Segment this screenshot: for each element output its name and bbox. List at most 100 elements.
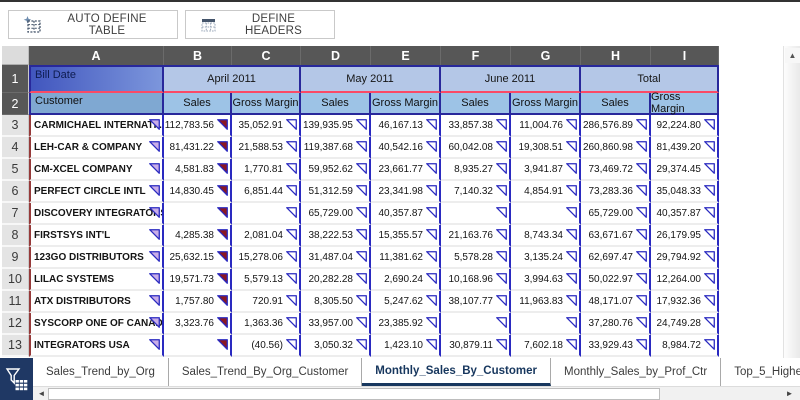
customer-cell[interactable]: FIRSTSYS INT'L: [29, 225, 164, 247]
tab-Monthly_Sales_By_Customer[interactable]: Monthly_Sales_By_Customer: [362, 358, 551, 386]
value-cell[interactable]: 3,941.87: [511, 159, 581, 181]
value-cell[interactable]: 23,661.77: [371, 159, 441, 181]
row-header-13[interactable]: 13: [2, 335, 29, 357]
value-cell[interactable]: 19,308.51: [511, 137, 581, 159]
row-header-4[interactable]: 4: [2, 137, 29, 159]
customer-cell[interactable]: LILAC SYSTEMS: [29, 269, 164, 291]
row-header-10[interactable]: 10: [2, 269, 29, 291]
scroll-left-icon[interactable]: ◄: [37, 389, 46, 398]
customer-cell[interactable]: LEH-CAR & COMPANY: [29, 137, 164, 159]
column-header-G[interactable]: G: [511, 46, 581, 65]
value-cell[interactable]: 29,374.45: [651, 159, 719, 181]
measure-header-cell[interactable]: Gross Margin: [511, 93, 581, 115]
value-cell[interactable]: 3,994.63: [511, 269, 581, 291]
value-cell[interactable]: 286,576.89: [581, 115, 651, 137]
scroll-right-icon[interactable]: ►: [785, 389, 794, 398]
month-group-cell[interactable]: April 2011: [164, 65, 301, 93]
value-cell[interactable]: 1,363.36: [232, 313, 301, 335]
value-cell[interactable]: 1,770.81: [232, 159, 301, 181]
row-header-2[interactable]: 2: [2, 93, 29, 115]
value-cell[interactable]: 21,163.76: [441, 225, 511, 247]
value-cell[interactable]: 65,729.00: [301, 203, 371, 225]
value-cell[interactable]: 24,749.28: [651, 313, 719, 335]
value-cell[interactable]: 8,743.34: [511, 225, 581, 247]
value-cell[interactable]: 62,697.47: [581, 247, 651, 269]
customer-cell[interactable]: CARMICHAEL INTERNATI...: [29, 115, 164, 137]
value-cell[interactable]: 31,487.04: [301, 247, 371, 269]
value-cell[interactable]: 12,264.00: [651, 269, 719, 291]
value-cell[interactable]: [511, 203, 581, 225]
column-header-E[interactable]: E: [371, 46, 441, 65]
value-cell[interactable]: 10,168.96: [441, 269, 511, 291]
column-header-I[interactable]: I: [651, 46, 719, 65]
value-cell[interactable]: 4,581.83: [164, 159, 232, 181]
value-cell[interactable]: 139,935.95: [301, 115, 371, 137]
month-group-cell[interactable]: May 2011: [301, 65, 441, 93]
value-cell[interactable]: (40.56): [232, 335, 301, 357]
value-cell[interactable]: [164, 203, 232, 225]
value-cell[interactable]: 37,280.76: [581, 313, 651, 335]
customer-cell[interactable]: ATX DISTRIBUTORS: [29, 291, 164, 313]
value-cell[interactable]: 23,341.98: [371, 181, 441, 203]
tab-Monthly_Sales_by_Prof_Ctr[interactable]: Monthly_Sales_by_Prof_Ctr: [551, 358, 722, 386]
value-cell[interactable]: 720.91: [232, 291, 301, 313]
customer-header-cell[interactable]: Customer: [29, 93, 164, 115]
value-cell[interactable]: 1,423.10: [371, 335, 441, 357]
value-cell[interactable]: 11,004.76: [511, 115, 581, 137]
value-cell[interactable]: [232, 203, 301, 225]
value-cell[interactable]: 40,542.16: [371, 137, 441, 159]
value-cell[interactable]: 1,757.80: [164, 291, 232, 313]
customer-cell[interactable]: SYSCORP ONE OF CANADA: [29, 313, 164, 335]
value-cell[interactable]: 7,602.18: [511, 335, 581, 357]
value-cell[interactable]: 119,387.68: [301, 137, 371, 159]
horizontal-scrollbar[interactable]: ◄ ►: [33, 386, 800, 400]
measure-header-cell[interactable]: Sales: [581, 93, 651, 115]
horizontal-scroll-thumb[interactable]: [48, 388, 660, 400]
value-cell[interactable]: 92,224.80: [651, 115, 719, 137]
value-cell[interactable]: 63,671.67: [581, 225, 651, 247]
customer-cell[interactable]: PERFECT CIRCLE INTL: [29, 181, 164, 203]
value-cell[interactable]: 59,952.62: [301, 159, 371, 181]
customer-cell[interactable]: INTEGRATORS USA: [29, 335, 164, 357]
value-cell[interactable]: 21,588.53: [232, 137, 301, 159]
value-cell[interactable]: 40,357.87: [371, 203, 441, 225]
row-header-5[interactable]: 5: [2, 159, 29, 181]
value-cell[interactable]: 3,323.76: [164, 313, 232, 335]
value-cell[interactable]: 81,439.20: [651, 137, 719, 159]
value-cell[interactable]: 50,022.97: [581, 269, 651, 291]
value-cell[interactable]: 4,285.38: [164, 225, 232, 247]
row-header-6[interactable]: 6: [2, 181, 29, 203]
auto-define-table-button[interactable]: AUTO DEFINE TABLE: [8, 10, 178, 39]
customer-cell[interactable]: 123GO DISTRIBUTORS: [29, 247, 164, 269]
value-cell[interactable]: 2,690.24: [371, 269, 441, 291]
value-cell[interactable]: 65,729.00: [581, 203, 651, 225]
row-header-1[interactable]: 1: [2, 65, 29, 93]
value-cell[interactable]: 5,578.28: [441, 247, 511, 269]
value-cell[interactable]: 19,571.73: [164, 269, 232, 291]
value-cell[interactable]: 5,247.62: [371, 291, 441, 313]
value-cell[interactable]: 20,282.28: [301, 269, 371, 291]
value-cell[interactable]: 48,171.07: [581, 291, 651, 313]
value-cell[interactable]: 38,222.53: [301, 225, 371, 247]
value-cell[interactable]: 25,632.15: [164, 247, 232, 269]
measure-header-cell[interactable]: Sales: [301, 93, 371, 115]
column-header-A[interactable]: A: [29, 46, 164, 65]
value-cell[interactable]: 3,050.32: [301, 335, 371, 357]
tab-Top_5_Highest_Revenue_Items[interactable]: Top_5_Highest_Revenue_Items: [721, 358, 800, 386]
value-cell[interactable]: [164, 335, 232, 357]
sheet-filter-logo-button[interactable]: [0, 358, 33, 400]
row-header-7[interactable]: 7: [2, 203, 29, 225]
column-header-H[interactable]: H: [581, 46, 651, 65]
value-cell[interactable]: 4,854.91: [511, 181, 581, 203]
value-cell[interactable]: 33,929.43: [581, 335, 651, 357]
scroll-up-icon[interactable]: ▲: [785, 48, 800, 63]
value-cell[interactable]: 260,860.98: [581, 137, 651, 159]
value-cell[interactable]: 38,107.77: [441, 291, 511, 313]
value-cell[interactable]: [441, 313, 511, 335]
value-cell[interactable]: 51,312.59: [301, 181, 371, 203]
vertical-scrollbar[interactable]: ▲: [783, 46, 800, 358]
value-cell[interactable]: 40,357.87: [651, 203, 719, 225]
value-cell[interactable]: 15,278.06: [232, 247, 301, 269]
grid-corner-cell[interactable]: [2, 46, 29, 65]
value-cell[interactable]: 8,305.50: [301, 291, 371, 313]
